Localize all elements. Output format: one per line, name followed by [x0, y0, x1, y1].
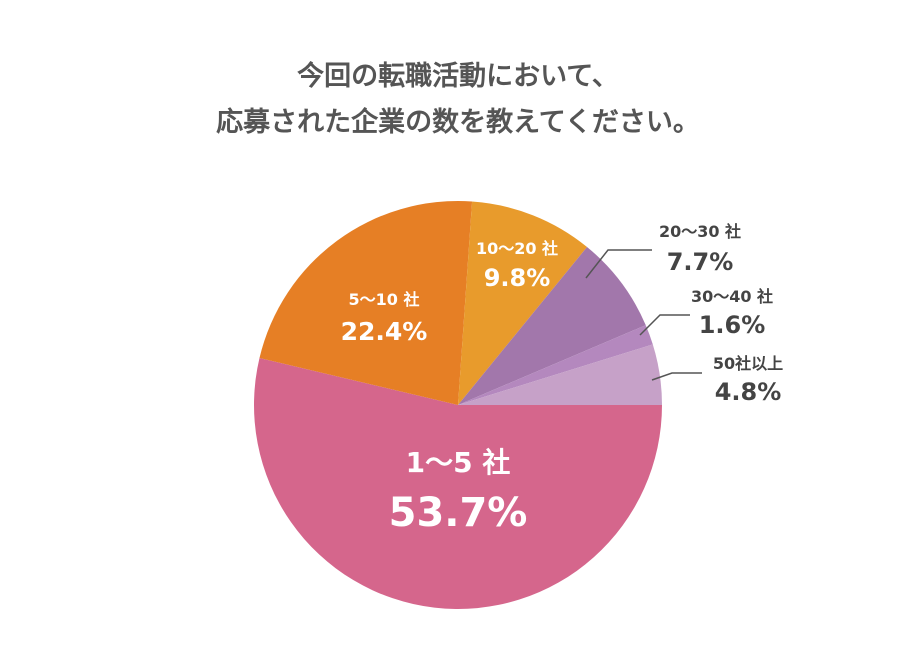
slice-label: 5〜10 社 [349, 290, 420, 309]
slice-label: 20〜30 社 [659, 222, 741, 241]
pie-slice [259, 201, 473, 405]
pie-slice [254, 358, 662, 609]
slice-label: 10〜20 社 [476, 239, 558, 258]
slice-value-label: 4.8% [715, 378, 782, 406]
pie-slice [458, 344, 662, 405]
slice-value-label: 7.7% [667, 248, 734, 276]
slice-value-label: 22.4% [341, 317, 428, 346]
leader-line [651, 372, 702, 381]
pie-slice [458, 325, 653, 405]
chart-title-line-1: 今回の転職活動において、 [297, 61, 619, 92]
slice-value-label: 1.6% [699, 311, 766, 339]
pie-slice [458, 201, 588, 405]
leader-line [585, 249, 652, 279]
slice-value-label: 53.7% [389, 490, 528, 536]
slice-label: 50社以上 [713, 354, 783, 373]
slice-value-label: 9.8% [484, 264, 551, 292]
slice-label: 30〜40 社 [691, 287, 773, 306]
chart-title-line-2: 応募された企業の数を教えてください。 [216, 107, 700, 138]
pie-slice [458, 247, 646, 405]
leader-line [639, 314, 690, 336]
slice-label: 1〜5 社 [406, 446, 511, 479]
chart-title: 今回の転職活動において、 応募された企業の数を教えてください。 [0, 54, 916, 146]
